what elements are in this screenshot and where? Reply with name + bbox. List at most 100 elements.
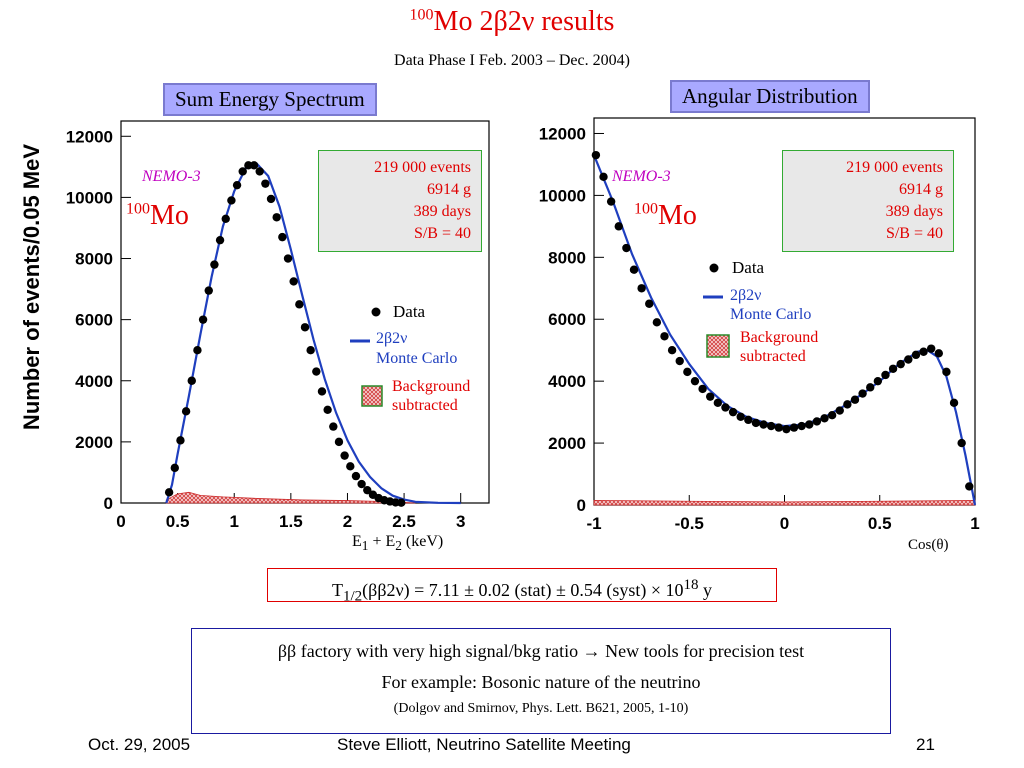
right-data-point [926, 344, 936, 353]
result-formula-box: T1/2(ββ2ν) = 7.11 ± 0.02 (stat) ± 0.54 (… [267, 568, 777, 605]
right-data-point [675, 356, 684, 366]
right-x-tick-label: 0.5 [868, 514, 892, 533]
left-data-point [346, 462, 355, 471]
right-info-line: 389 days [885, 203, 943, 220]
left-data-point [204, 286, 213, 295]
right-data-point [942, 367, 951, 377]
right-info-line: S/B = 40 [885, 225, 943, 242]
right-data-point [957, 438, 966, 448]
right-data-point [637, 284, 646, 293]
left-legend-bg-line2: subtracted [392, 397, 458, 414]
left-data-point [272, 213, 281, 222]
right-data-point [690, 376, 700, 386]
left-info-line: S/B = 40 [413, 225, 471, 242]
left-data-point [181, 407, 191, 416]
note-box: ββ factory with very high signal/bkg rat… [191, 628, 891, 734]
left-legend-mc-line1: 2β2ν [376, 330, 408, 347]
right-data-point [721, 403, 730, 412]
left-data-point [283, 254, 293, 263]
left-data-point [295, 300, 304, 309]
left-data-point [215, 235, 225, 245]
left-data-point [198, 315, 208, 324]
left-x-tick-label: 3 [456, 512, 465, 531]
left-data-point [187, 376, 196, 385]
right-info-line: 219 000 events [846, 159, 943, 176]
left-data-point [300, 323, 310, 332]
right-data-point [683, 367, 692, 377]
left-data-point [329, 422, 338, 431]
right-legend-mc-line1: 2β2ν [730, 287, 762, 304]
right-data-point [713, 398, 723, 408]
right-y-tick-label: 12000 [539, 124, 586, 143]
right-data-point [919, 347, 928, 356]
footer-center: Steve Elliott, Neutrino Satellite Meetin… [337, 735, 631, 754]
left-data-point [210, 260, 219, 269]
footer-page: 21 [916, 735, 935, 754]
right-y-tick-label: 2000 [548, 434, 586, 453]
left-data-point [238, 167, 247, 176]
left-data-point [255, 167, 264, 176]
right-info-box: 219 000 events 6914 g 389 days S/B = 40 [782, 150, 954, 252]
right-data-point [965, 482, 974, 491]
slide-subtitle: Data Phase I Feb. 2003 – Dec. 2004) [394, 52, 630, 69]
left-data-point [363, 485, 372, 495]
right-y-tick-label: 10000 [539, 186, 586, 205]
left-legend-bg-marker [361, 385, 383, 407]
left-data-point [261, 179, 270, 188]
right-x-axis-label: Cos(θ) [908, 537, 949, 553]
right-data-point [827, 411, 837, 420]
right-data-point [698, 384, 707, 394]
left-data-point [176, 436, 185, 445]
right-data-point [858, 389, 867, 398]
right-data-point [606, 197, 616, 206]
right-data-point [911, 350, 921, 360]
left-data-point [357, 479, 366, 489]
right-data-point [850, 395, 860, 404]
left-data-point [232, 180, 242, 190]
left-mc-line [165, 162, 461, 505]
right-data-point [652, 318, 662, 327]
left-data-point [289, 277, 298, 286]
right-data-point [744, 415, 753, 425]
right-legend-bg-marker [706, 334, 730, 358]
left-x-tick-label: 2 [343, 512, 352, 531]
footer-date: Oct. 29, 2005 [88, 735, 191, 754]
left-y-tick-label: 12000 [66, 127, 113, 146]
left-x-tick-label: 0 [116, 512, 125, 531]
left-data-point [312, 367, 321, 376]
left-data-point [170, 463, 179, 473]
left-data-point [164, 488, 174, 497]
left-info-line: 389 days [413, 203, 471, 220]
right-data-point [774, 423, 783, 432]
right-nemo-label: NEMO-3 [612, 168, 671, 185]
right-data-point [812, 417, 822, 426]
right-panel-title: Angular Distribution [670, 80, 870, 113]
right-data-point [896, 359, 905, 369]
right-x-tick-label: 0 [780, 514, 789, 533]
left-x-tick-label: 0.5 [166, 512, 190, 531]
left-x-tick-label: 2.5 [392, 512, 416, 531]
left-data-point [193, 346, 202, 355]
left-data-point [317, 387, 327, 396]
right-data-point [751, 418, 761, 428]
right-data-point [881, 370, 890, 380]
left-panel-title: Sum Energy Spectrum [163, 83, 377, 116]
left-info-line: 219 000 events [374, 159, 471, 176]
right-data-point [835, 406, 844, 415]
right-y-tick-label: 8000 [548, 248, 586, 267]
right-x-tick-label: 1 [970, 514, 979, 533]
right-data-point [934, 349, 944, 358]
right-data-point [873, 376, 883, 386]
left-x-axis-label: E1 + E2 (keV) [352, 533, 444, 554]
right-data-point [728, 407, 738, 417]
right-legend-data-marker [709, 263, 719, 273]
right-x-tick-label: -0.5 [675, 514, 704, 533]
left-y-tick-label: 4000 [75, 372, 113, 391]
left-nemo-label: NEMO-3 [142, 168, 201, 185]
left-legend-mc-line2: Monte Carlo [376, 350, 458, 367]
note-line-1: ββ factory with very high signal/bkg rat… [277, 641, 805, 661]
right-data-point [759, 420, 768, 429]
right-data-point [622, 243, 631, 253]
left-info-box: 219 000 events 6914 g 389 days S/B = 40 [318, 150, 482, 252]
